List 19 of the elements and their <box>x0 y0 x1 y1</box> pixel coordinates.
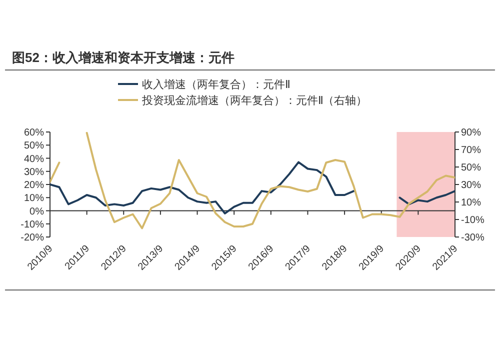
y-tick-label: 30% <box>24 166 44 178</box>
y2-tick-label: 70% <box>461 145 482 156</box>
y-tick-label: -10% <box>20 219 44 230</box>
y2-tick-label: -30% <box>461 232 484 244</box>
y-tick-label: -20% <box>20 232 44 244</box>
y2-tick-label: 30% <box>461 180 482 191</box>
y-tick-label: 0% <box>30 206 44 218</box>
y-tick-label: 60% <box>24 128 44 138</box>
y-tick-label: 10% <box>24 193 44 204</box>
legend-label: 投资现金流增速（两年复合）：元件Ⅱ（右轴） <box>141 94 367 107</box>
y2-tick-label: 90% <box>461 128 482 138</box>
legend-label: 收入增速（两年复合）：元件Ⅱ <box>142 78 290 91</box>
y2-tick-label: 10% <box>461 198 482 208</box>
chart-title: 图52：收入增速和资本开支增速：元件 <box>12 50 234 65</box>
y-tick-label: 20% <box>24 180 44 191</box>
y-tick-label: 50% <box>24 140 44 152</box>
y2-tick-label: 50% <box>461 162 482 174</box>
y-tick-label: 40% <box>24 154 44 165</box>
y2-tick-label: -10% <box>461 215 484 226</box>
